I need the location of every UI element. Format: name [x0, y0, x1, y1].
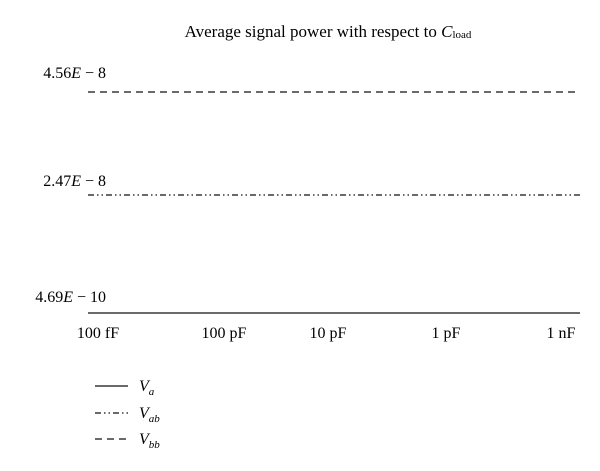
x-tick-label: 100 fF: [77, 325, 119, 342]
legend: Va Vab Vbb: [95, 378, 160, 451]
y-tick-label: 4.69E − 10: [35, 289, 106, 306]
legend-label: Vab: [139, 405, 160, 425]
legend-label: Va: [139, 378, 155, 398]
legend-label: Vbb: [139, 431, 160, 451]
x-tick-label: 10 pF: [310, 325, 347, 342]
y-tick-label: 4.56E − 8: [43, 65, 106, 82]
y-tick-label: 2.47E − 8: [43, 173, 106, 190]
chart-title: Average signal power with respect to Clo…: [185, 22, 472, 41]
series-lines: [88, 91, 580, 314]
x-tick-labels: 100 fF 100 pF 10 pF 1 pF 1 nF: [77, 325, 576, 342]
x-tick-label: 100 pF: [202, 325, 247, 342]
y-tick-labels: 4.56E − 8 2.47E − 8 4.69E − 10: [35, 65, 106, 306]
x-tick-label: 1 nF: [547, 325, 576, 342]
x-tick-label: 1 pF: [432, 325, 461, 342]
